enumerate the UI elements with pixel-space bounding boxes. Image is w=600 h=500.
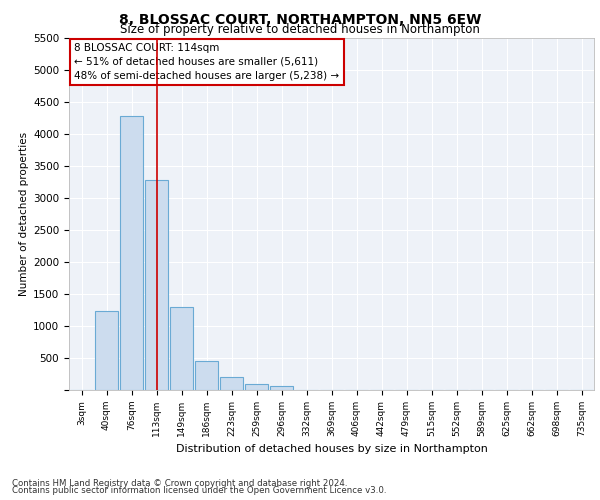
Bar <box>220 377 243 390</box>
Bar <box>95 311 118 390</box>
Bar <box>195 360 218 390</box>
Bar <box>270 386 293 390</box>
Bar <box>245 384 268 390</box>
X-axis label: Distribution of detached houses by size in Northampton: Distribution of detached houses by size … <box>176 444 487 454</box>
Bar <box>145 180 168 390</box>
Text: 8 BLOSSAC COURT: 114sqm
← 51% of detached houses are smaller (5,611)
48% of semi: 8 BLOSSAC COURT: 114sqm ← 51% of detache… <box>74 43 340 81</box>
Y-axis label: Number of detached properties: Number of detached properties <box>19 132 29 296</box>
Text: Size of property relative to detached houses in Northampton: Size of property relative to detached ho… <box>120 22 480 36</box>
Bar <box>170 308 193 390</box>
Bar <box>120 116 143 390</box>
Text: Contains HM Land Registry data © Crown copyright and database right 2024.: Contains HM Land Registry data © Crown c… <box>12 478 347 488</box>
Text: 8, BLOSSAC COURT, NORTHAMPTON, NN5 6EW: 8, BLOSSAC COURT, NORTHAMPTON, NN5 6EW <box>119 12 481 26</box>
Text: Contains public sector information licensed under the Open Government Licence v3: Contains public sector information licen… <box>12 486 386 495</box>
